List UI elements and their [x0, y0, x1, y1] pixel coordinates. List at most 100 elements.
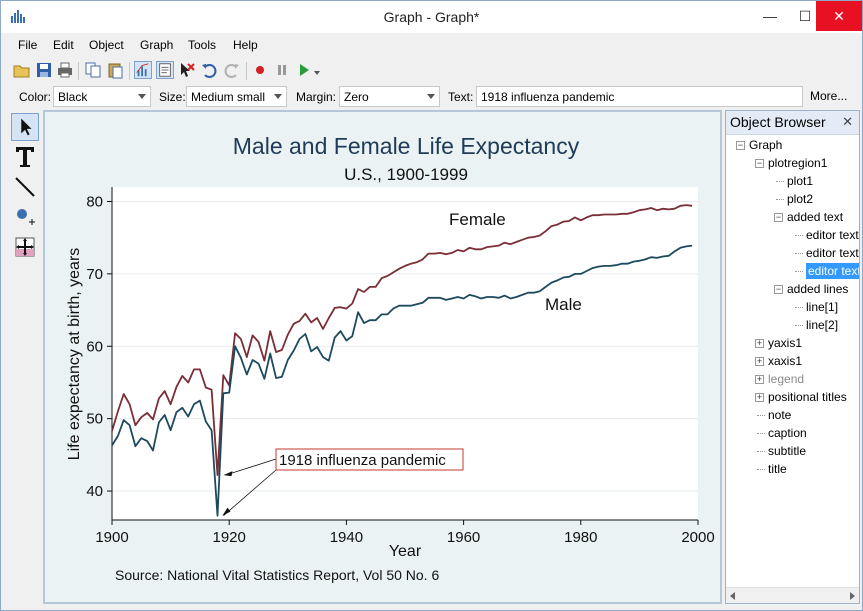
- menu-file[interactable]: File: [18, 38, 38, 52]
- chart-subtitle[interactable]: U.S., 1900-1999: [344, 165, 468, 184]
- expand-icon[interactable]: +: [755, 356, 764, 366]
- object-browser-node[interactable]: editor text: [806, 263, 859, 279]
- clear-icon[interactable]: [178, 61, 196, 79]
- x-tick-label[interactable]: 1980: [564, 529, 597, 546]
- play-icon[interactable]: [295, 61, 313, 79]
- print-icon[interactable]: [56, 61, 74, 79]
- y-tick-label[interactable]: 60: [86, 338, 103, 355]
- x-tick-label[interactable]: 1960: [447, 529, 480, 546]
- annotation-box[interactable]: [275, 448, 464, 471]
- graph-editor-icon[interactable]: [134, 61, 152, 79]
- object-browser-node[interactable]: positional titles: [768, 390, 847, 404]
- object-browser-node[interactable]: plot2: [787, 192, 814, 206]
- female-series-line[interactable]: [111, 204, 693, 477]
- menu-object[interactable]: Object: [89, 38, 124, 52]
- annotation-arrow-1[interactable]: [225, 458, 277, 476]
- object-browser-node[interactable]: editor text: [806, 228, 859, 242]
- object-browser-node[interactable]: xaxis1: [768, 354, 803, 368]
- annotation-arrow-2[interactable]: [223, 469, 277, 516]
- object-browser-node[interactable]: legend: [768, 372, 805, 386]
- y-tick-label[interactable]: 80: [86, 193, 103, 210]
- collapse-icon[interactable]: −: [774, 284, 783, 294]
- x-tick-label[interactable]: 1920: [213, 529, 246, 546]
- menu-graph[interactable]: Graph: [140, 38, 174, 52]
- menu-edit[interactable]: Edit: [53, 38, 74, 52]
- x-tick-label[interactable]: 1900: [95, 529, 128, 546]
- grid-edit-tool-icon[interactable]: [11, 233, 39, 261]
- pointer-tool-icon[interactable]: [11, 113, 39, 141]
- object-browser-node[interactable]: yaxis1: [768, 336, 803, 350]
- y-axis-label[interactable]: Life expectancy at birth, years: [66, 248, 83, 461]
- graph-svg[interactable]: Male and Female Life Expectancy U.S., 19…: [45, 112, 720, 602]
- scroll-left-icon[interactable]: [730, 592, 735, 600]
- object-browser-icon[interactable]: [156, 61, 174, 79]
- pause-icon[interactable]: [273, 61, 291, 79]
- object-browser-node[interactable]: added text: [787, 210, 844, 224]
- collapse-icon[interactable]: −: [774, 212, 783, 222]
- collapse-icon[interactable]: −: [736, 140, 745, 150]
- chart-title[interactable]: Male and Female Life Expectancy: [233, 133, 580, 159]
- menu-help[interactable]: Help: [233, 38, 258, 52]
- expand-icon[interactable]: +: [755, 392, 764, 402]
- marker-tool-icon[interactable]: [11, 203, 39, 231]
- text-tool-icon[interactable]: [11, 143, 39, 171]
- color-select[interactable]: Black: [53, 86, 151, 107]
- line-tool-icon[interactable]: [11, 173, 39, 201]
- dropdown-icon[interactable]: [312, 61, 322, 79]
- margin-select[interactable]: Zero: [339, 86, 440, 107]
- menu-tools[interactable]: Tools: [188, 38, 217, 52]
- text-input[interactable]: 1918 influenza pandemic: [476, 86, 803, 107]
- x-tick-label[interactable]: 2000: [681, 529, 714, 546]
- toolbar-separator: [129, 62, 130, 80]
- object-browser-node[interactable]: plotregion1: [768, 156, 828, 170]
- object-browser-node[interactable]: caption: [768, 426, 807, 440]
- tree-connector: [795, 325, 803, 326]
- object-browser-node[interactable]: added lines: [787, 282, 849, 296]
- object-browser-node[interactable]: subtitle: [768, 444, 807, 458]
- male-label[interactable]: Male: [545, 295, 582, 314]
- object-browser-header: Object Browser ✕: [726, 111, 859, 135]
- object-browser-node[interactable]: line[2]: [806, 318, 839, 332]
- close-window-icon[interactable]: ✕: [816, 1, 862, 31]
- object-browser-title: Object Browser: [730, 114, 826, 130]
- text-label: Text:: [448, 90, 474, 104]
- property-bar: Color: Black Size: Medium small Margin: …: [1, 85, 862, 109]
- object-browser-node[interactable]: plot1: [787, 174, 814, 188]
- undo-icon[interactable]: [200, 61, 218, 79]
- annotation-arrows[interactable]: [222, 458, 277, 516]
- record-icon[interactable]: [251, 61, 269, 79]
- close-icon[interactable]: ✕: [842, 114, 853, 129]
- object-browser-node[interactable]: Graph: [749, 138, 783, 152]
- object-browser-node[interactable]: editor text: [806, 246, 859, 260]
- scroll-right-icon[interactable]: [850, 592, 855, 600]
- minimize-icon[interactable]: —: [763, 8, 777, 24]
- tree-connector: [795, 271, 803, 272]
- paste-icon[interactable]: [106, 61, 124, 79]
- maximize-icon[interactable]: ☐: [798, 8, 812, 24]
- x-axis-label[interactable]: Year: [389, 543, 422, 560]
- redo-icon[interactable]: [223, 61, 241, 79]
- copy-icon[interactable]: [84, 61, 102, 79]
- object-browser-node[interactable]: title: [768, 462, 787, 476]
- source-note[interactable]: Source: National Vital Statistics Report…: [115, 567, 439, 583]
- more-button[interactable]: More...: [810, 89, 848, 103]
- expand-icon[interactable]: +: [755, 338, 764, 348]
- open-icon[interactable]: [13, 61, 31, 79]
- menu-bar: File Edit Object Graph Tools Help: [1, 34, 862, 56]
- save-icon[interactable]: [35, 61, 53, 79]
- object-browser-node[interactable]: line[1]: [806, 300, 839, 314]
- graph-canvas[interactable]: Male and Female Life Expectancy U.S., 19…: [43, 110, 722, 604]
- y-tick-label[interactable]: 40: [86, 483, 103, 500]
- arrowhead-icon: [223, 471, 233, 477]
- object-browser-node[interactable]: note: [768, 408, 792, 422]
- y-tick-label[interactable]: 70: [86, 266, 103, 283]
- annotation-text[interactable]: 1918 influenza pandemic: [279, 452, 446, 469]
- female-label[interactable]: Female: [449, 210, 506, 229]
- size-select[interactable]: Medium small: [186, 86, 287, 107]
- expand-icon[interactable]: +: [755, 374, 764, 384]
- collapse-icon[interactable]: −: [755, 158, 764, 168]
- male-series-line[interactable]: [111, 244, 693, 517]
- x-tick-label[interactable]: 1940: [330, 529, 363, 546]
- horizontal-scrollbar[interactable]: [726, 587, 859, 603]
- y-tick-label[interactable]: 50: [86, 411, 103, 428]
